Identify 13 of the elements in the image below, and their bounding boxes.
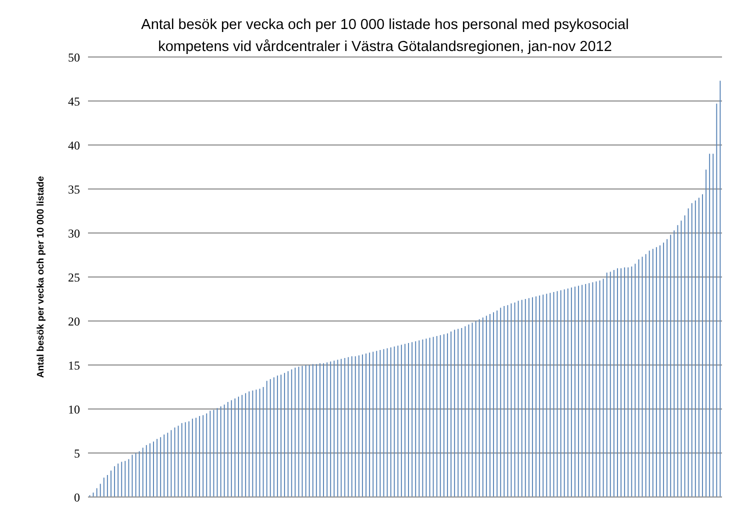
- y-tick-label: 30: [68, 226, 80, 240]
- y-tick-label: 35: [68, 182, 80, 196]
- y-tick-label: 0: [74, 490, 80, 504]
- y-tick-label: 50: [68, 50, 80, 64]
- y-tick-label: 5: [74, 446, 80, 460]
- y-tick-label: 45: [68, 94, 80, 108]
- y-tick-label: 10: [68, 402, 80, 416]
- y-tick-label: 15: [68, 358, 80, 372]
- y-axis-title: Antal besök per vecka och per 10 000 listade: [35, 176, 46, 378]
- chart-title: Antal besök per vecka och per 10 000 listade hos personal med psykosocial kompetens vid vårdcentraler i Västra Götalandsregionen, jan-nov 2012: [140, 16, 630, 57]
- y-tick-label: 20: [68, 314, 80, 328]
- y-tick-label: 40: [68, 138, 80, 152]
- y-tick-label: 25: [68, 270, 80, 284]
